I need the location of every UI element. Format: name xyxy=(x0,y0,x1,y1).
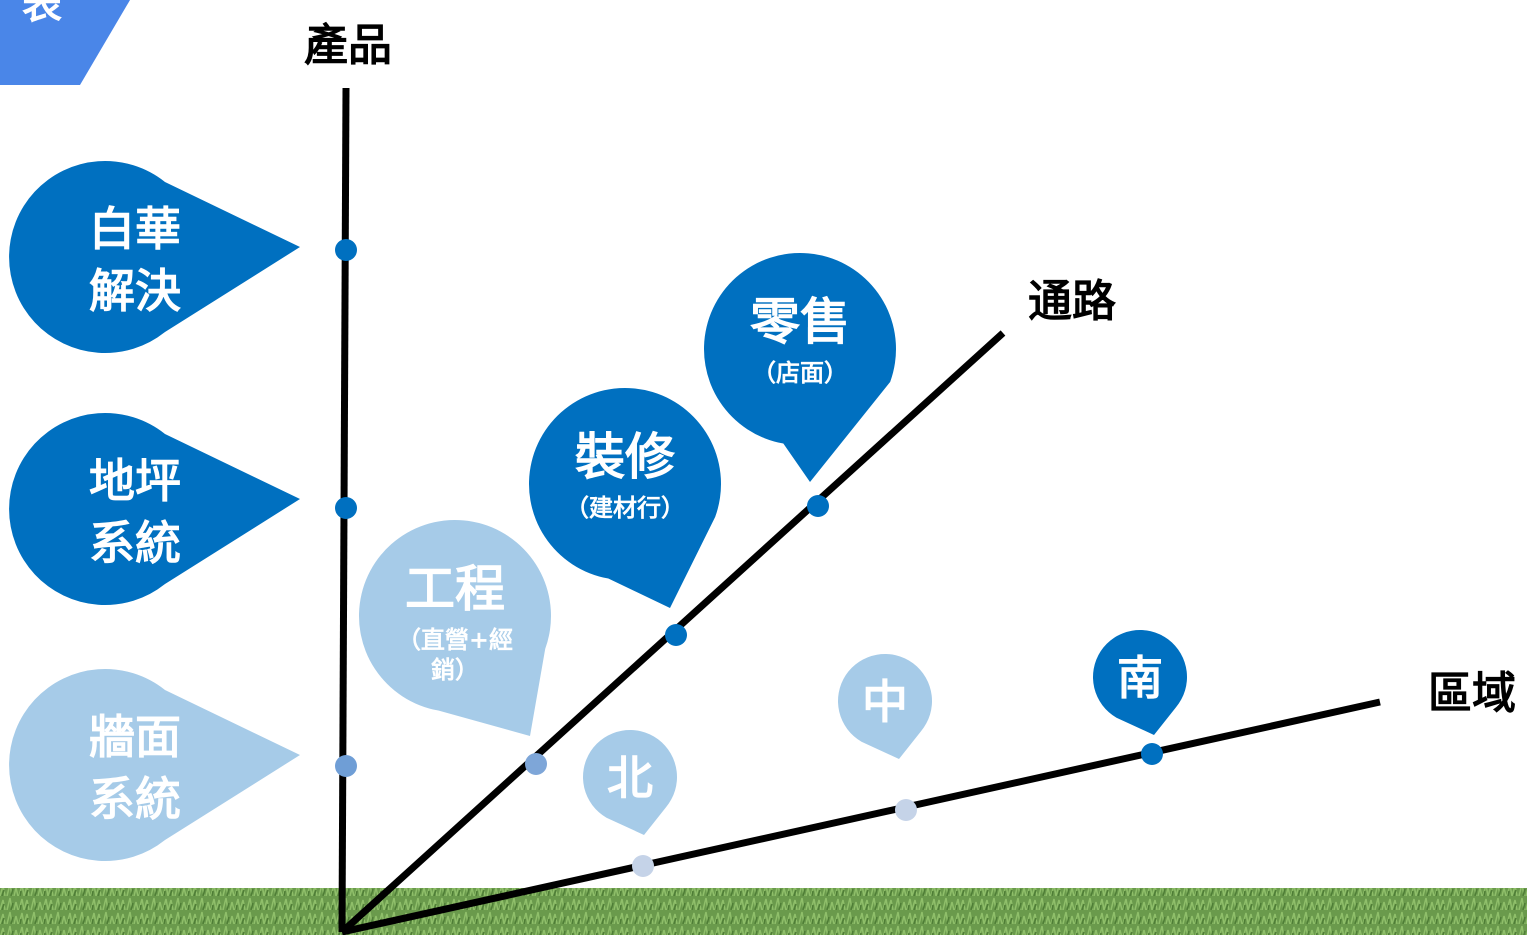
channel-axis-label: 通路 xyxy=(1028,276,1117,327)
corner-tag: 表 xyxy=(0,0,130,85)
product-item-text: 白華 xyxy=(89,202,181,256)
product-axis-dot xyxy=(335,755,357,777)
product-pin-shape xyxy=(9,669,301,861)
product-axis-dot xyxy=(335,239,357,261)
channel-item-sub: 銷） xyxy=(431,656,479,684)
region-item-title: 中 xyxy=(862,675,908,729)
channel-item-title: 裝修 xyxy=(575,428,676,486)
region-item-title: 南 xyxy=(1117,651,1163,705)
product-axis-dot xyxy=(335,497,357,519)
region-axis-dot xyxy=(895,799,917,821)
product-pin-shape xyxy=(9,413,301,605)
region-item-title: 北 xyxy=(607,751,653,805)
region-item-1: 北 xyxy=(582,730,677,835)
grass-ground xyxy=(0,888,1527,935)
product-item-text: 系統 xyxy=(89,516,181,570)
region-item-2: 中 xyxy=(838,653,932,759)
channel-pin-shape xyxy=(359,520,551,736)
channel-item-title: 工程 xyxy=(405,560,505,618)
channel-axis-dot xyxy=(665,624,687,646)
channel-item-sub: （店面） xyxy=(752,359,848,387)
product-pin-shape xyxy=(9,161,301,353)
channel-item-sub: （直營+經 xyxy=(397,626,513,654)
region-axis-dot xyxy=(632,855,654,877)
product-item-text: 解決 xyxy=(89,264,181,318)
channel-pin-shape xyxy=(529,387,721,608)
region-pin-shape xyxy=(838,653,932,759)
product-axis-label: 產品 xyxy=(304,20,392,71)
region-pin-shape xyxy=(582,730,677,835)
region-pin-shape xyxy=(1092,630,1187,735)
channel-item-title: 零售 xyxy=(750,293,850,351)
channel-item-3: 零售 （店面） xyxy=(704,253,897,482)
product-item-text: 牆面 xyxy=(89,710,181,764)
channel-item-1: 工程 （直營+經銷） xyxy=(359,520,551,736)
channel-axis-dot xyxy=(525,753,547,775)
product-item-text: 系統 xyxy=(89,772,181,826)
channel-item-sub: （建材行） xyxy=(565,494,685,522)
region-item-3: 南 xyxy=(1092,630,1187,735)
region-axis-label: 區域 xyxy=(1428,668,1516,719)
region-axis-line xyxy=(341,698,1381,935)
channel-axis-dot xyxy=(807,495,829,517)
corner-tag-text: 表 xyxy=(22,0,62,28)
channel-item-2: 裝修 （建材行） xyxy=(529,387,721,608)
product-item-text: 地坪 xyxy=(89,454,181,508)
region-axis-dot xyxy=(1141,743,1163,765)
channel-pin-shape xyxy=(704,253,897,482)
